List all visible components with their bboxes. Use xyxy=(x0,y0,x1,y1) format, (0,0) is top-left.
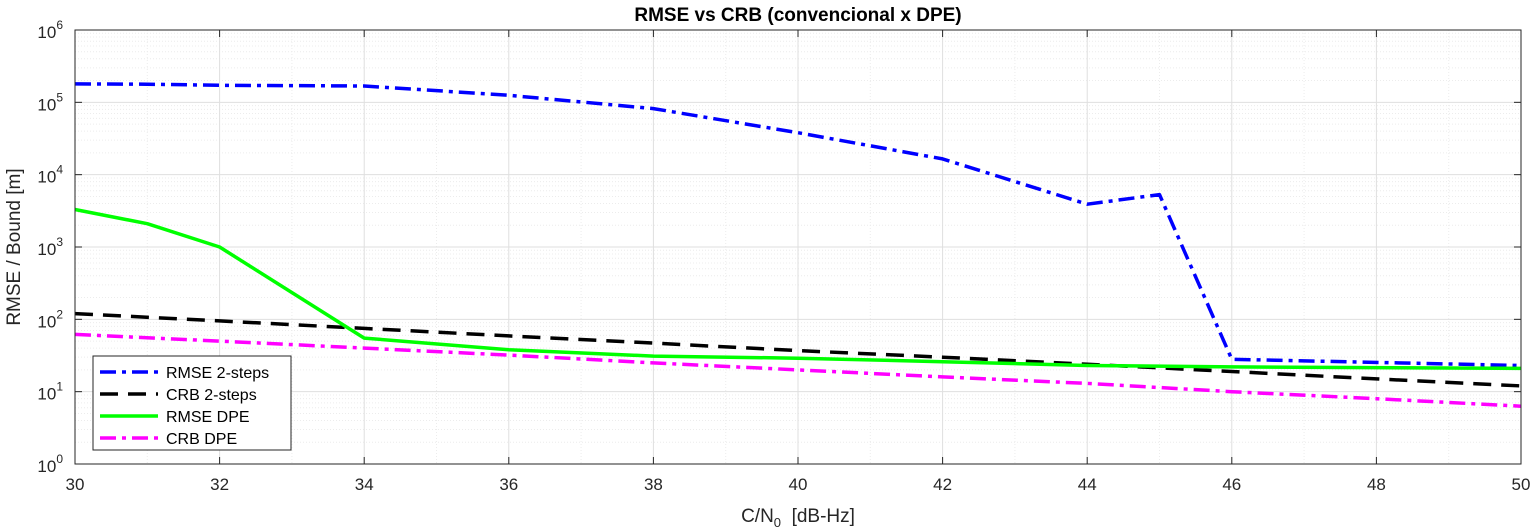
y-tick-base: 10 xyxy=(37,240,56,259)
x-tick-labels: 30 32 34 36 38 40 42 44 46 48 50 xyxy=(66,475,1531,494)
y-tick-base: 10 xyxy=(37,23,56,42)
y-tick-base: 10 xyxy=(37,312,56,331)
x-tick-label: 32 xyxy=(210,475,229,494)
y-tick-base: 10 xyxy=(37,95,56,114)
x-tick-label: 46 xyxy=(1222,475,1241,494)
y-axis-label: RMSE / Bound [m] xyxy=(4,168,25,325)
y-tick-label: 105 xyxy=(37,90,63,114)
x-axis-label-subscript: 0 xyxy=(774,515,781,528)
y-tick-exponent: 1 xyxy=(56,380,63,394)
y-tick-label: 106 xyxy=(37,18,63,42)
series-layer xyxy=(74,82,1522,408)
y-tick-exponent: 0 xyxy=(56,452,63,466)
series-line-3 xyxy=(74,207,1522,371)
y-tick-base: 10 xyxy=(37,457,56,476)
y-tick-exponent: 6 xyxy=(56,18,63,32)
x-tick-label: 34 xyxy=(355,475,374,494)
legend-label-3: RMSE DPE xyxy=(166,409,250,426)
x-axis-label-unit: [dB-Hz] xyxy=(781,506,855,527)
y-tick-exponent: 2 xyxy=(56,307,63,321)
ticks xyxy=(74,29,1522,465)
y-tick-exponent: 5 xyxy=(56,90,63,104)
x-tick-label: 48 xyxy=(1367,475,1386,494)
x-tick-label: 44 xyxy=(1078,475,1097,494)
x-axis-label: C/N0 [dB-Hz] xyxy=(741,506,855,528)
series-line-4 xyxy=(74,332,1522,408)
x-tick-label: 40 xyxy=(789,475,808,494)
y-tick-base: 10 xyxy=(37,385,56,404)
series-line-1 xyxy=(74,82,1522,368)
legend-label-4: CRB DPE xyxy=(166,431,237,448)
legend: RMSE 2-steps CRB 2-steps RMSE DPE CRB DPE xyxy=(92,355,292,451)
x-tick-label: 30 xyxy=(66,475,85,494)
y-tick-label: 101 xyxy=(37,380,63,404)
y-tick-label: 104 xyxy=(37,163,63,187)
y-tick-label: 100 xyxy=(37,452,63,476)
y-tick-label: 102 xyxy=(37,307,63,331)
series-line-2 xyxy=(74,311,1522,388)
y-tick-exponent: 3 xyxy=(56,235,63,249)
legend-label-1: RMSE 2-steps xyxy=(166,365,269,382)
x-tick-label: 38 xyxy=(644,475,663,494)
y-tick-exponent: 4 xyxy=(56,163,63,177)
legend-label-2: CRB 2-steps xyxy=(166,387,257,404)
y-tick-base: 10 xyxy=(37,168,56,187)
x-axis-label-main: C/N xyxy=(741,506,774,527)
x-tick-label: 36 xyxy=(499,475,518,494)
x-tick-label: 50 xyxy=(1512,475,1531,494)
chart-title: RMSE vs CRB (convencional x DPE) xyxy=(634,5,961,26)
x-tick-label: 42 xyxy=(933,475,952,494)
y-tick-label: 103 xyxy=(37,235,63,259)
